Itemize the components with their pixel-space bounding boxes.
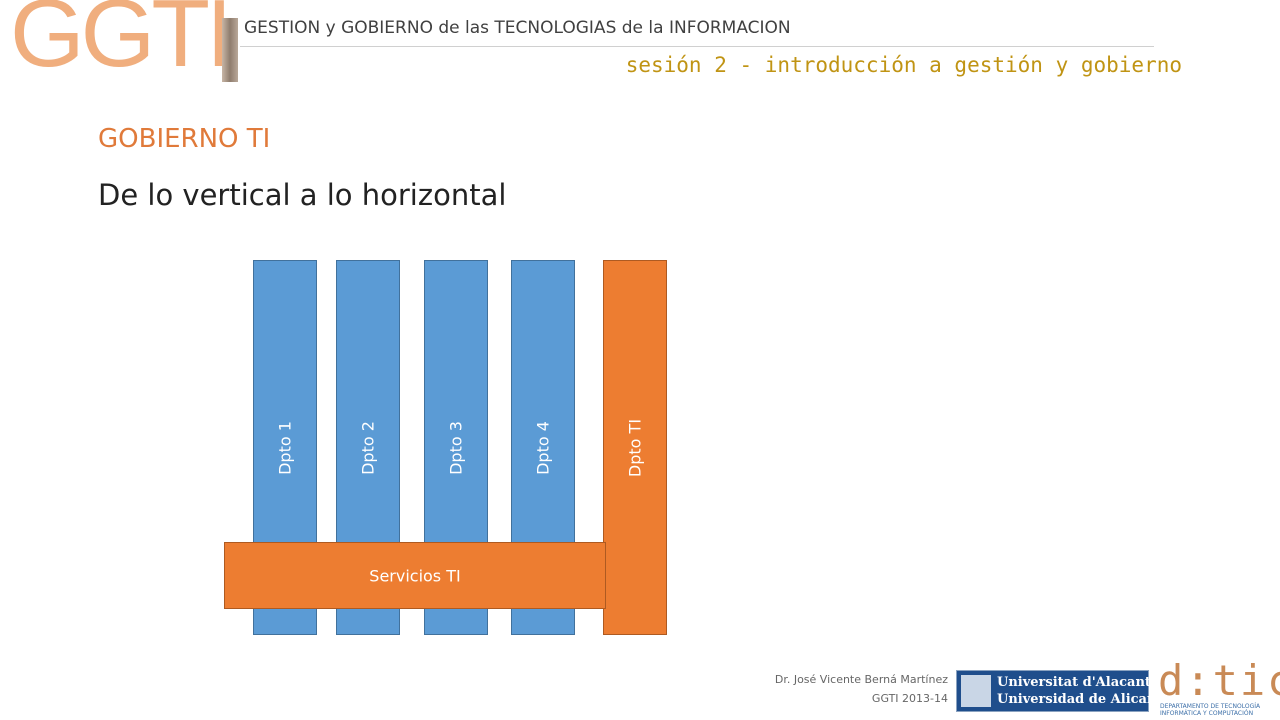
header-divider bbox=[240, 46, 1154, 47]
session-title: sesión 2 - introducción a gestión y gobi… bbox=[625, 53, 1182, 77]
dtic-logo-word: d:tic bbox=[1158, 656, 1280, 705]
ggti-logo-text: GGTI bbox=[10, 0, 233, 87]
university-emblem-icon bbox=[961, 675, 991, 707]
ggti-logo-bar bbox=[222, 18, 238, 82]
section-title: GOBIERNO TI bbox=[98, 124, 271, 154]
dept-column-label: Dpto 4 bbox=[533, 420, 553, 475]
dtic-logo-line2: INFORMÁTICA Y COMPUTACIÓN bbox=[1160, 710, 1254, 717]
university-logo-line1: Universitat d'Alacant bbox=[997, 675, 1151, 690]
footer-course: GGTI 2013-14 bbox=[871, 692, 948, 705]
it-column-label: Dpto TI bbox=[625, 418, 645, 477]
dept-column-label: Dpto 3 bbox=[446, 420, 466, 475]
footer-author: Dr. José Vicente Berná Martínez bbox=[774, 673, 948, 686]
dtic-logo-line1: DEPARTAMENTO DE TECNOLOGÍA bbox=[1160, 703, 1261, 710]
dept-column-label: Dpto 1 bbox=[275, 420, 295, 475]
it-dept-column: Dpto TI bbox=[603, 260, 667, 635]
dtic-logo: d:tic DEPARTAMENTO DE TECNOLOGÍA INFORMÁ… bbox=[1158, 656, 1280, 717]
it-services-label: Servicios TI bbox=[369, 566, 461, 585]
ggti-logo: GGTI bbox=[10, 0, 250, 100]
course-title: GESTION y GOBIERNO de las TECNOLOGIAS de… bbox=[244, 18, 791, 38]
university-logo-line2: Universidad de Alicante bbox=[997, 692, 1171, 707]
slide-subtitle: De lo vertical a lo horizontal bbox=[98, 178, 507, 212]
it-services-bar: Servicios TI bbox=[224, 542, 606, 609]
dept-column-label: Dpto 2 bbox=[358, 420, 378, 475]
university-logo: Universitat d'Alacant Universidad de Ali… bbox=[956, 670, 1171, 712]
